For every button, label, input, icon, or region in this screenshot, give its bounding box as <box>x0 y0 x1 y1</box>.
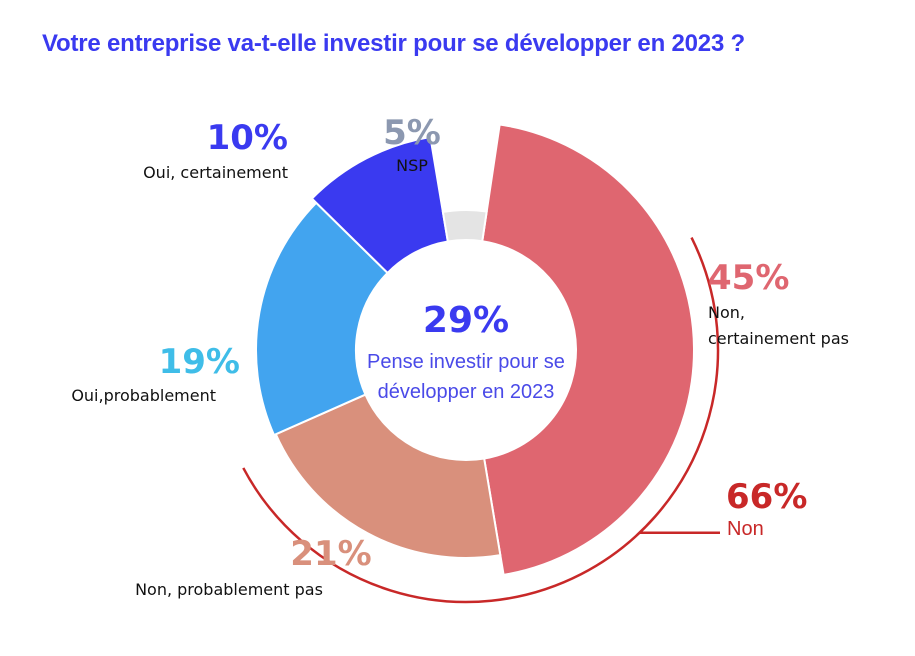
chart-title: Votre entreprise va-t-elle investir pour… <box>42 30 746 57</box>
slice-value-nsp: 5% <box>383 113 441 153</box>
center-text-line1: Pense investir pour se <box>367 351 565 373</box>
slice-label-oui-probablement: Oui,probablement <box>71 386 216 405</box>
slice-label-non-certainement-pas-line2: certainement pas <box>708 329 849 348</box>
donut-slice-oui-probablement <box>255 201 389 437</box>
slice-value-oui-certainement: 10% <box>207 118 288 158</box>
slice-value-non-probablement-pas: 21% <box>290 534 371 574</box>
slice-value-oui-probablement: 19% <box>159 342 240 382</box>
slice-label-oui-certainement: Oui, certainement <box>143 163 288 182</box>
group-bracket-non <box>242 237 720 604</box>
donut-slice-non-certainement-pas <box>481 123 695 577</box>
donut-slice-nsp <box>441 209 488 243</box>
group-label-non: Non <box>727 518 764 540</box>
donut-slice-non-probablement-pas <box>274 393 502 559</box>
donut-slice-oui-certainement <box>310 135 449 275</box>
slice-label-nsp: NSP <box>396 156 428 175</box>
slice-label-non-certainement-pas-line1: Non, <box>708 303 745 322</box>
center-value: 29% <box>423 300 509 341</box>
slice-label-non-probablement-pas: Non, probablement pas <box>135 580 323 599</box>
donut-slices <box>255 123 695 577</box>
slice-value-non-certainement-pas: 45% <box>708 258 789 298</box>
center-text-line2: développer en 2023 <box>378 381 555 403</box>
group-value-non: 66% <box>726 477 807 517</box>
